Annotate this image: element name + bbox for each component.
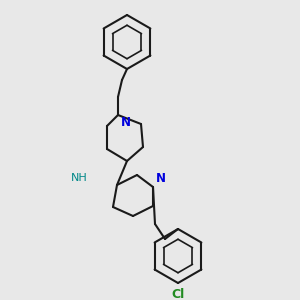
Text: N: N [156,172,166,185]
Text: Cl: Cl [171,287,184,300]
Text: N: N [120,116,130,129]
Text: NH: NH [71,173,88,183]
